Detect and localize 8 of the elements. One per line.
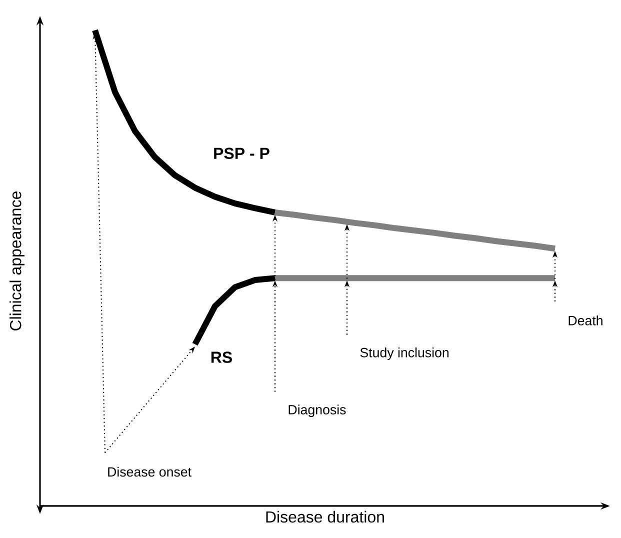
y-axis-title: Clinical appearance xyxy=(10,191,24,330)
legend-label: RS xyxy=(211,352,232,363)
annotation: Study inclusion xyxy=(360,348,448,360)
x-axis-title: Disease duration xyxy=(266,510,384,523)
text: Death xyxy=(568,316,602,326)
annotation: Disease onset xyxy=(108,466,192,477)
annotation: Diagnosis xyxy=(288,404,346,418)
text: PSP - P xyxy=(214,148,270,160)
